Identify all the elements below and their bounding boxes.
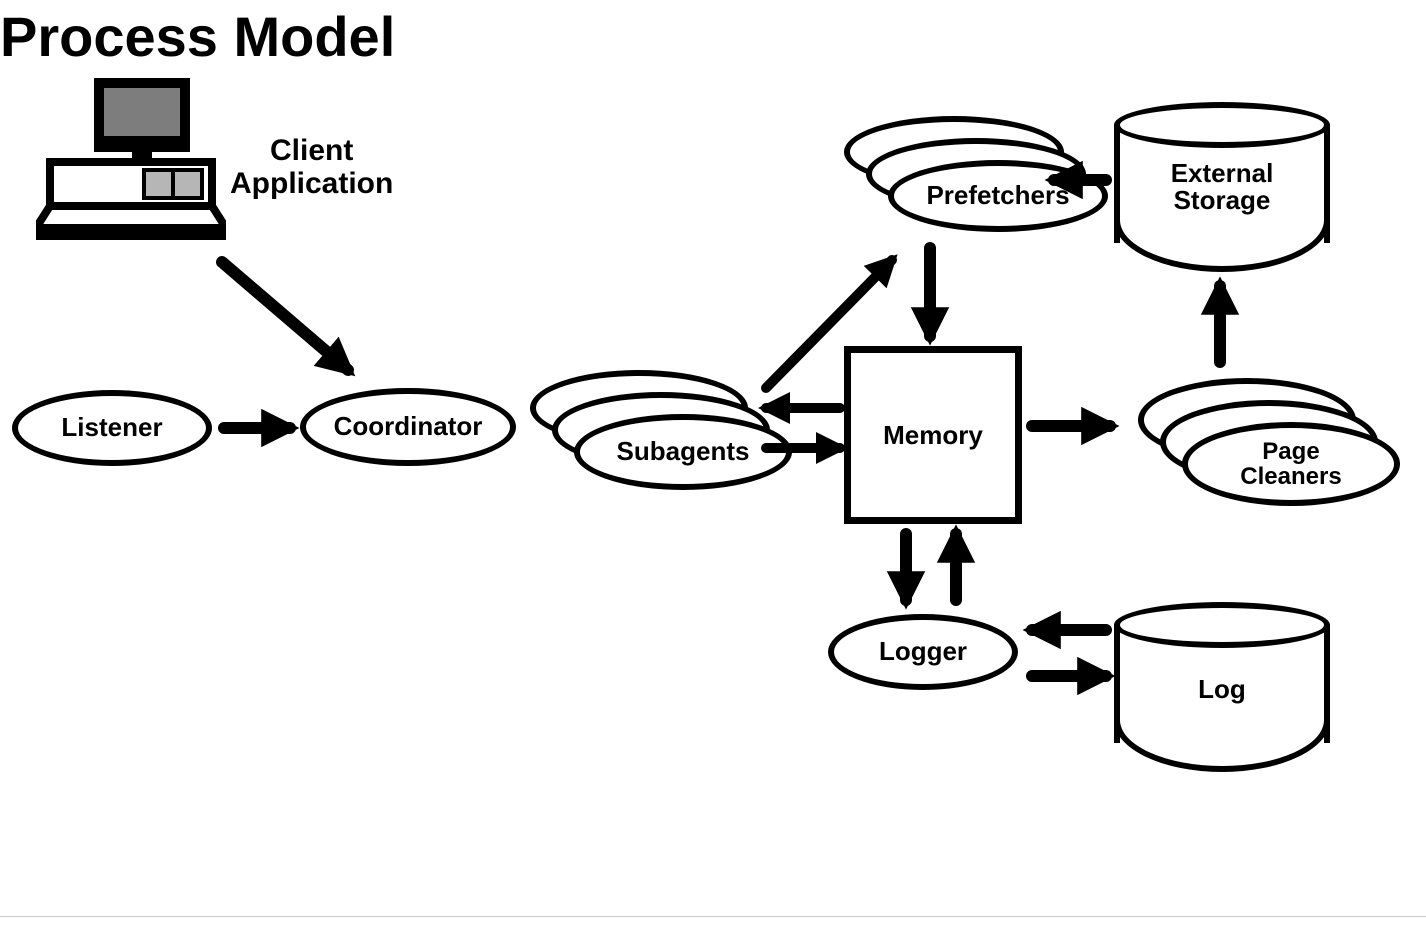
node-coordinator: Coordinator xyxy=(300,388,516,466)
node-prefetchers: Prefetchers xyxy=(844,116,1108,232)
node-memory: Memory xyxy=(844,346,1022,524)
node-subagents: Subagents xyxy=(530,370,792,490)
computer-icon xyxy=(36,78,226,248)
node-log: Log xyxy=(1114,602,1330,772)
bottom-rule xyxy=(0,916,1426,917)
diagram-title: Process Model xyxy=(0,4,395,69)
node-page-cleaners: Page Cleaners xyxy=(1138,378,1400,506)
node-external-storage: External Storage xyxy=(1114,102,1330,272)
arrow-client-to-coordinator xyxy=(222,262,348,370)
client-application-label: Client Application xyxy=(230,134,393,200)
node-logger: Logger xyxy=(828,614,1018,690)
node-listener: Listener xyxy=(12,390,212,466)
diagram-canvas: Process Model Client Application Listene… xyxy=(0,0,1426,951)
